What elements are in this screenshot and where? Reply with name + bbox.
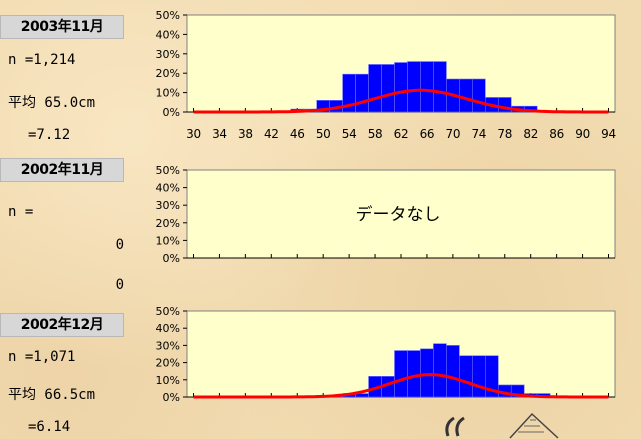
chart-2-y-tick-label: 0%: [163, 252, 180, 265]
chart-1-x-tick-label: 82: [523, 127, 538, 141]
chart-1-bar: [433, 61, 447, 113]
chart-2-y-tick-label: 30%: [156, 199, 180, 212]
chart-1-bar: [420, 61, 434, 113]
chart-1-x-tick-label: 50: [316, 127, 331, 141]
chart-3-bar: [446, 345, 460, 398]
chart-3-y-tick-label: 20%: [156, 357, 180, 370]
chart-2-y-tick-label: 20%: [156, 217, 180, 230]
chart-1-x-tick-label: 74: [471, 127, 486, 141]
chart-1-bar: [394, 62, 408, 113]
chart-1-x-tick-label: 54: [342, 127, 357, 141]
chart-1-x-tick-label: 90: [575, 127, 590, 141]
chart-1-bar: [407, 61, 421, 113]
panel-2-mean-value: 0: [115, 277, 124, 293]
panel-1-sd: =7.12: [28, 127, 71, 143]
chart-1-y-tick-label: 20%: [156, 67, 180, 80]
chart-3-bar: [472, 355, 486, 398]
chart-3-bar: [433, 343, 447, 398]
panel-2-date-label: 2002年11月: [0, 158, 124, 182]
panel-1-n-count: n =1,214: [8, 52, 76, 68]
chart-1-x-tick-label: 66: [420, 127, 435, 141]
chart-1-normal-curve: [193, 88, 609, 114]
chart-3-bar: [394, 350, 408, 398]
chart-1-x-tick-label: 94: [601, 127, 616, 141]
chart-3-y-tick-label: 10%: [156, 374, 180, 387]
panel-3-mean: 平均 66.5cm: [8, 387, 96, 403]
chart-1-bar: [459, 78, 473, 113]
panel-2-n-count: n =: [8, 204, 34, 220]
chart-3-y-tick-label: 50%: [156, 305, 180, 318]
chart-1-x-tick-label: 46: [290, 127, 305, 141]
chart-3-bar: [485, 355, 499, 398]
chart-3-y-tick-label: 0%: [163, 391, 180, 404]
chart-1-x-tick-label: 70: [446, 127, 461, 141]
chart-3-y-tick-label: 40%: [156, 322, 180, 335]
panel-2-no-data-text: データなし: [356, 204, 441, 225]
decorative-doodle-icon: [445, 412, 559, 439]
chart-1-y-tick-label: 30%: [156, 48, 180, 61]
chart-1-bar: [472, 78, 486, 113]
chart-1-x-tick-label: 34: [212, 127, 227, 141]
chart-2-y-tick-label: 50%: [156, 164, 180, 177]
chart-1-x-tick-label: 78: [497, 127, 512, 141]
chart-1-bar: [381, 64, 395, 113]
chart-1-x-tick-label: 38: [238, 127, 253, 141]
chart-1-y-tick-label: 50%: [156, 9, 180, 22]
chart-1-x-tick-label: 86: [549, 127, 564, 141]
chart-1-y-tick-label: 10%: [156, 87, 180, 100]
panel-3-n-count: n =1,071: [8, 349, 76, 365]
panel-2-n-value: 0: [115, 237, 124, 253]
chart-2-plot-area: [186, 169, 616, 259]
chart-3-bar: [407, 350, 421, 398]
chart-1-x-tick-label: 58: [368, 127, 383, 141]
chart-2-y-tick-label: 40%: [156, 182, 180, 195]
chart-1-y-tick-label: 40%: [156, 28, 180, 41]
panel-3-date-label: 2002年12月: [0, 313, 124, 337]
chart-1-y-tick-label: 0%: [163, 106, 180, 119]
chart-3-y-tick-label: 30%: [156, 339, 180, 352]
panel-1-mean: 平均 65.0cm: [8, 95, 96, 111]
chart-1-bar: [355, 73, 369, 113]
chart-1-x-tick-label: 62: [394, 127, 409, 141]
chart-1-x-tick-label: 42: [264, 127, 279, 141]
chart-2-y-tick-label: 10%: [156, 234, 180, 247]
chart-3-bar: [459, 355, 473, 398]
chart-3-normal-curve: [193, 373, 609, 399]
chart-3-bar: [420, 348, 434, 398]
panel-3-sd: =6.14: [28, 419, 71, 435]
chart-1-bar: [368, 64, 382, 113]
chart-1-x-tick-label: 30: [186, 127, 201, 141]
panel-1-date-label: 2003年11月: [0, 15, 124, 39]
